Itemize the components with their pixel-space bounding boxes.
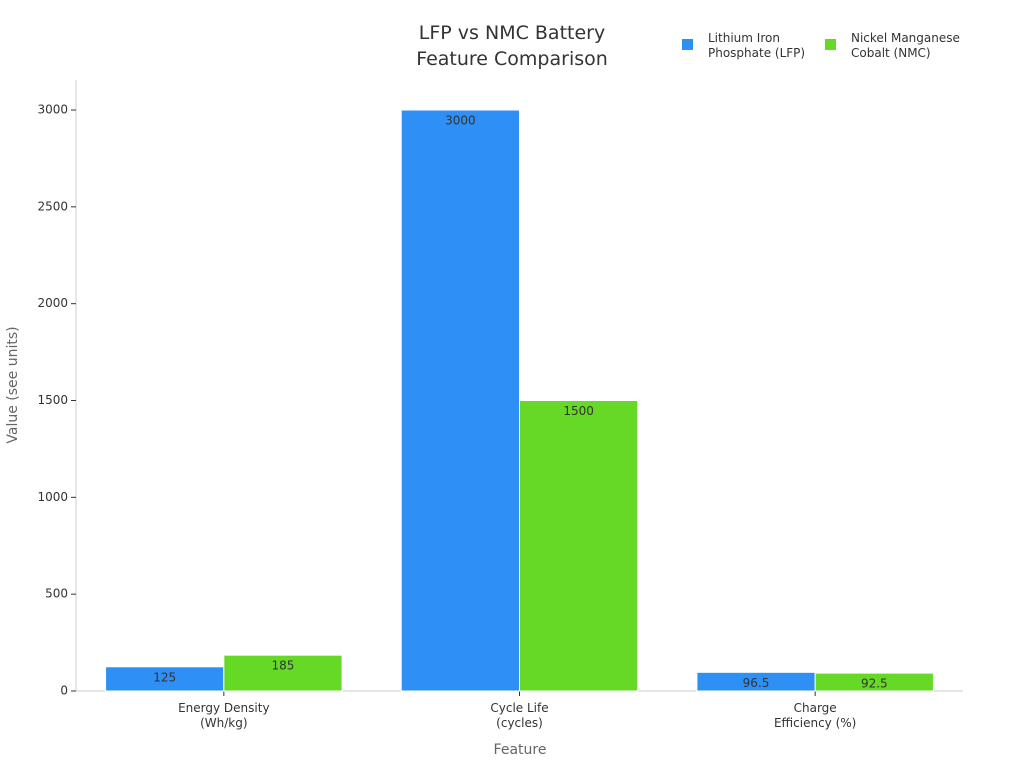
x-tick-label: Cycle Life (cycles) bbox=[490, 701, 548, 730]
x-axis-title: Feature bbox=[494, 742, 547, 758]
value-label: 185 bbox=[272, 659, 295, 673]
y-axis-title: Value (see units) bbox=[5, 326, 21, 443]
value-label: 3000 bbox=[445, 114, 476, 128]
x-tick-label: Charge Efficiency (%) bbox=[774, 701, 856, 730]
bar bbox=[223, 654, 343, 692]
value-label: 1500 bbox=[563, 404, 594, 418]
y-tick-label: 2500 bbox=[37, 199, 68, 213]
bar bbox=[814, 672, 934, 692]
bar bbox=[400, 109, 521, 692]
y-tick-label: 0 bbox=[60, 684, 68, 698]
y-tick-label: 1000 bbox=[37, 490, 68, 504]
value-label: 92.5 bbox=[861, 677, 888, 691]
value-label: 125 bbox=[153, 670, 176, 684]
value-label: 96.5 bbox=[743, 676, 770, 690]
bar bbox=[519, 400, 639, 692]
legend-swatch bbox=[825, 39, 836, 50]
chart-title: LFP vs NMC Battery Feature Comparison bbox=[416, 22, 608, 70]
legend-swatch bbox=[682, 39, 693, 50]
y-tick-label: 3000 bbox=[37, 103, 68, 117]
x-tick-label: Energy Density (Wh/kg) bbox=[178, 701, 269, 730]
y-tick-label: 500 bbox=[45, 587, 68, 601]
legend-text: Lithium Iron Phosphate (LFP) bbox=[708, 31, 805, 60]
legend-text: Nickel Manganese Cobalt (NMC) bbox=[851, 31, 960, 60]
y-tick-label: 2000 bbox=[37, 296, 68, 310]
y-tick-label: 1500 bbox=[37, 393, 68, 407]
